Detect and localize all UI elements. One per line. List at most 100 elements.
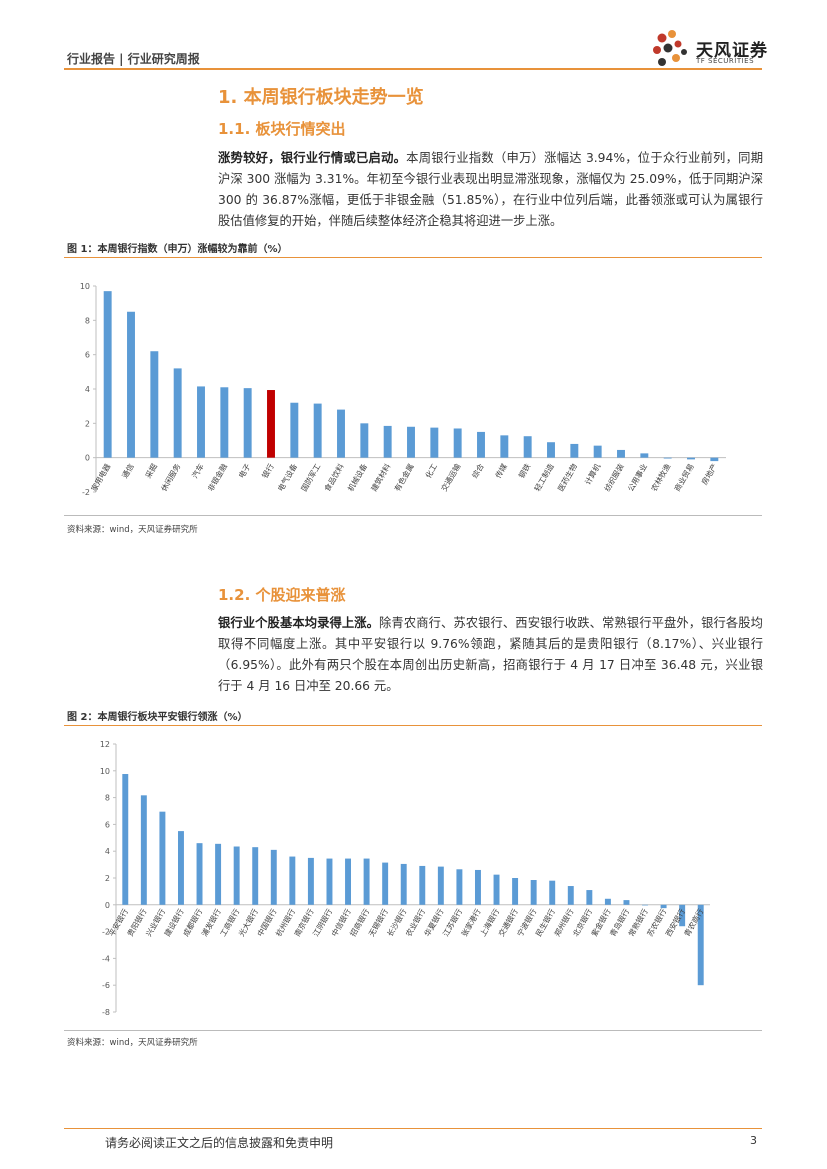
bar (252, 847, 259, 905)
figure-1-title: 图 1：本周银行指数（申万）涨幅较为靠前（%） (67, 244, 288, 255)
figure-2-chart: -8-6-4-2024681012平安银行贵阳银行兴业银行建设银行成都银行浦发银… (100, 740, 710, 1017)
footer-rule (64, 1128, 762, 1129)
x-tick-label: 采掘 (143, 461, 159, 480)
x-tick-label: 汽车 (189, 461, 205, 480)
bar (567, 886, 574, 905)
paragraph-1-body: 本周银行业指数（申万）涨幅达 3.94%，位于众行业前列，同期沪深 300 涨幅… (218, 151, 763, 228)
bar (547, 442, 555, 458)
x-tick-label: 公用事业 (625, 461, 649, 493)
bar (512, 878, 519, 905)
bar (640, 453, 649, 458)
paragraph-1-lead: 涨势较好，银行业行情或已启动。 (218, 151, 407, 165)
x-tick-label: 商业贸易 (672, 462, 696, 493)
bar (220, 387, 229, 458)
x-tick-label: 家用电器 (89, 461, 113, 493)
logo-icon (653, 30, 687, 66)
figure-2-bottom-rule (64, 1030, 762, 1031)
paragraph-2-body: 除青农商行、苏农银行、西安银行收跌、常熟银行平盘外，银行各股均取得不同幅度上涨。… (218, 616, 763, 693)
bar (474, 869, 481, 905)
paragraph-2: 银行业个股基本均录得上涨。除青农商行、苏农银行、西安银行收跌、常熟银行平盘外，银… (218, 613, 763, 697)
bar (270, 849, 277, 905)
bar (140, 795, 147, 905)
y-tick-label: 8 (105, 794, 110, 803)
logo-name-en: TF SECURITIES (696, 57, 755, 65)
header-rule (64, 68, 762, 70)
bar (549, 880, 556, 905)
bar (477, 431, 485, 458)
x-tick-label: 农林牧渔 (649, 461, 673, 493)
bar (593, 445, 602, 458)
bar (453, 428, 462, 458)
header-title: 行业报告 | 行业研究周报 (67, 52, 200, 66)
bar (710, 457, 719, 462)
figure-2-source: 资料来源：wind，天风证券研究所 (67, 1038, 198, 1048)
figure-1-bottom-rule (64, 515, 762, 516)
bar (437, 866, 444, 905)
bar (345, 858, 352, 905)
x-tick-label: 电子 (236, 461, 252, 480)
bar (177, 831, 184, 905)
figure-1-chart: -2 0 2 4 6 8 10 家用电器 通信 采掘 休闲服务 汽车 非银金融 电子 银行 电气设备 国防军工食… (80, 282, 726, 497)
bar (604, 898, 611, 905)
bar (103, 291, 112, 458)
x-tick-label: 医药生物 (555, 461, 579, 493)
bar (663, 457, 672, 459)
y-tick-label: 2 (85, 419, 90, 428)
y-tick-label: -2 (102, 928, 110, 937)
bar (360, 423, 369, 458)
logo-name-cn: 天风证券 (696, 41, 768, 61)
bar (687, 457, 695, 460)
bar (290, 402, 299, 458)
subsection-title-1: 1.1. 板块行情突出 (218, 120, 346, 138)
x-tick-label: 纺织服装 (602, 461, 626, 493)
x-tick-label: 化工 (423, 461, 439, 480)
x-tick-label: 交通运输 (439, 461, 463, 493)
bar (500, 435, 509, 458)
figure-2-top-rule (64, 725, 762, 726)
y-tick-label: 10 (100, 767, 110, 776)
bar (289, 856, 296, 905)
figure-1-top-rule (64, 257, 762, 258)
y-tick-label: -4 (102, 954, 110, 963)
footer-disclaimer: 请务必阅读正文之后的信息披露和免责申明 (105, 1136, 334, 1150)
bar (383, 425, 392, 458)
paragraph-2-lead: 银行业个股基本均录得上涨。 (218, 616, 380, 630)
bar (660, 904, 667, 909)
x-tick-label: 银行 (259, 461, 275, 480)
y-tick-label: 2 (105, 874, 110, 883)
y-tick-label: -6 (102, 981, 110, 990)
bar (382, 862, 389, 905)
bar (326, 858, 333, 905)
x-tick-label: 休闲服务 (159, 461, 183, 493)
y-tick-label: 6 (105, 820, 110, 829)
y-tick-label: -2 (82, 488, 90, 497)
bar (173, 368, 182, 458)
y-tick-label: 10 (80, 282, 90, 291)
x-tick-label: 电气设备 (275, 461, 299, 493)
bar (430, 427, 439, 458)
bar (215, 843, 222, 905)
paragraph-1: 涨势较好，银行业行情或已启动。本周银行业指数（申万）涨幅达 3.94%，位于众行… (218, 148, 763, 232)
x-tick-label: 房地产 (699, 461, 719, 486)
bar (407, 426, 415, 458)
bar (642, 904, 649, 906)
y-tick-label: -8 (102, 1008, 110, 1017)
x-tick-label: 非银金融 (205, 461, 229, 493)
page-number: 3 (750, 1134, 757, 1147)
x-tick-label: 通信 (119, 461, 135, 480)
bar (456, 869, 463, 905)
bar (363, 858, 370, 905)
section-title: 1. 本周银行板块走势一览 (218, 87, 424, 108)
bar (400, 863, 407, 905)
bar (150, 351, 159, 458)
x-tick-label: 有色金属 (392, 462, 416, 493)
figure-1-source: 资料来源：wind，天风证券研究所 (67, 525, 198, 535)
bar (523, 436, 532, 458)
bar (197, 386, 205, 458)
bar (530, 880, 537, 905)
bar (159, 811, 166, 905)
y-tick-label: 0 (85, 454, 90, 463)
bar (307, 857, 314, 905)
bar (127, 311, 135, 458)
y-tick-label: 4 (105, 847, 110, 856)
